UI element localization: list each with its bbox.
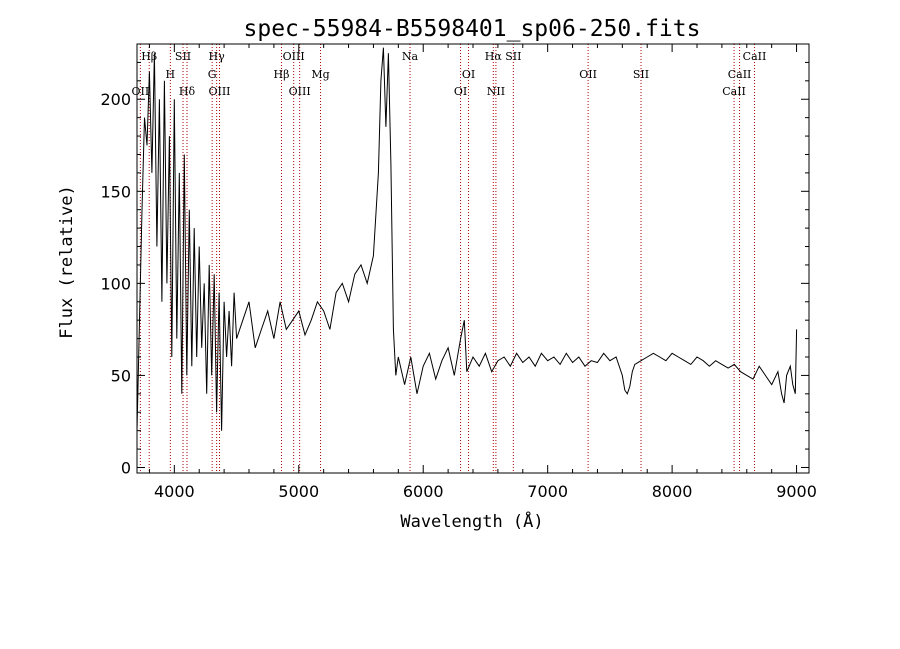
line-label-21: CaII — [728, 68, 752, 81]
y-axis-label: Flux (relative) — [57, 185, 77, 339]
line-label-2: H — [166, 68, 176, 81]
x-tick-label-3: 7000 — [527, 482, 568, 501]
spectral-line-markers — [139, 44, 755, 473]
x-tick-label-1: 5000 — [278, 482, 319, 501]
line-label-18: OII — [579, 68, 597, 81]
y-tick-label-2: 100 — [100, 274, 131, 293]
line-label-11: Mg — [311, 68, 329, 81]
line-label-19: SII — [633, 68, 649, 81]
line-label-5: Hγ — [209, 50, 226, 63]
line-label-10: OIII — [289, 85, 311, 98]
y-axis: 0 50 100 150 200 — [100, 61, 809, 477]
line-label-7: OIII — [208, 85, 230, 98]
x-tick-label-2: 6000 — [403, 482, 444, 501]
x-tick-label-4: 8000 — [652, 482, 693, 501]
line-label-3: SII — [175, 50, 191, 63]
line-label-17: NII — [487, 85, 505, 98]
line-label-14: OI — [454, 85, 467, 98]
line-label-1: OII — [132, 85, 150, 98]
line-label-15: Hα — [485, 50, 503, 63]
y-tick-label-4: 200 — [100, 90, 131, 109]
x-axis-label: Wavelength (Å) — [400, 510, 543, 532]
x-tick-label-5: 9000 — [776, 482, 817, 501]
line-label-12: Na — [402, 50, 419, 63]
line-label-9: Hβ — [274, 68, 290, 81]
x-tick-label-0: 4000 — [154, 482, 195, 501]
line-label-20: CaII — [743, 50, 767, 63]
y-tick-label-1: 50 — [111, 366, 131, 385]
line-label-6: G — [208, 68, 217, 81]
x-axis: 4000 5000 6000 7000 8000 9000 — [148, 44, 817, 501]
y-tick-label-3: 150 — [100, 182, 131, 201]
line-label-0: Hβ — [141, 50, 157, 63]
line-label-8: OIII — [283, 50, 305, 63]
plot-frame — [136, 43, 810, 474]
y-tick-label-0: 0 — [121, 458, 131, 477]
line-label-16: SII — [505, 50, 521, 63]
spectrum-series-line — [136, 47, 798, 431]
line-label-22: CaII — [722, 85, 746, 98]
chart-title: spec-55984-B5598401_sp06-250.fits — [244, 16, 701, 42]
line-label-13: OI — [462, 68, 475, 81]
line-label-4: Hδ — [179, 85, 196, 98]
